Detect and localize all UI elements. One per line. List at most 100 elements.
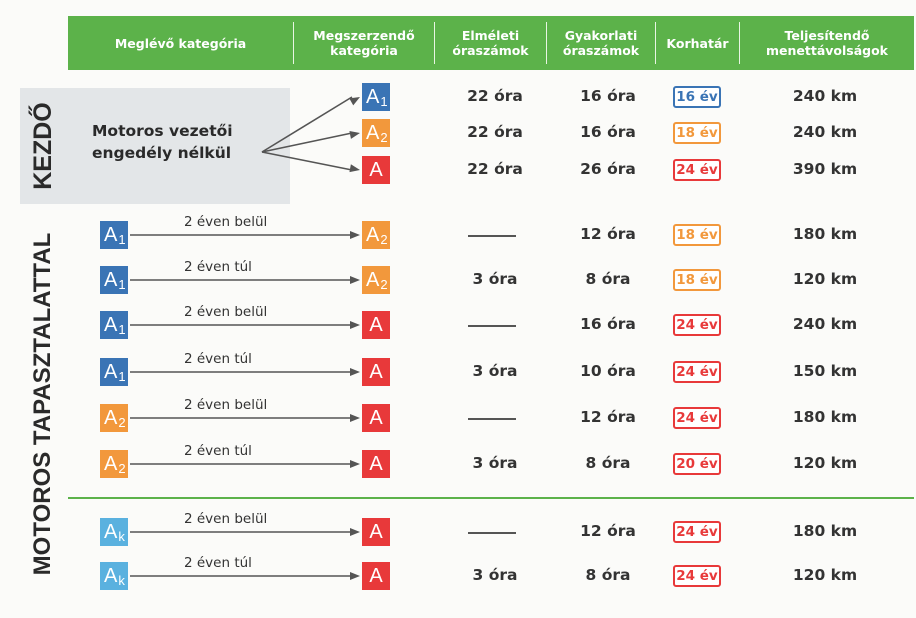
- experience-arrow-head: [350, 572, 360, 580]
- practice-hours: 12 óra: [580, 225, 636, 243]
- badge-letter: A: [104, 269, 118, 291]
- no-theory-dash: [468, 532, 516, 534]
- existing-category-badge: A1: [100, 221, 128, 249]
- theory-hours: 22 óra: [467, 87, 523, 105]
- badge-letter: A: [369, 565, 383, 587]
- target-category-badge: A1: [362, 83, 390, 111]
- period-label: 2 éven belül: [184, 511, 268, 527]
- age-limit-badge: 18 év: [673, 122, 721, 144]
- badge-letter: A: [104, 521, 118, 543]
- badge-subscript: 1: [380, 94, 388, 109]
- no-theory-dash: [468, 235, 516, 237]
- age-limit-badge: 24 év: [673, 159, 721, 181]
- age-limit-badge: 24 év: [673, 314, 721, 336]
- theory-hours: 3 óra: [472, 454, 518, 472]
- experience-arrow-head: [350, 528, 360, 536]
- target-category-badge: A2: [362, 119, 390, 147]
- theory-hours: 3 óra: [472, 270, 518, 288]
- badge-letter: A: [369, 521, 383, 543]
- existing-category-badge: Ak: [100, 562, 128, 590]
- experience-arrow-head: [350, 414, 360, 422]
- distance: 180 km: [792, 408, 858, 426]
- badge-letter: A: [104, 224, 118, 246]
- target-category-badge: A: [362, 518, 390, 546]
- period-label: 2 éven belül: [184, 304, 268, 320]
- beginner-arrow-head: [349, 97, 360, 106]
- practice-hours: 26 óra: [580, 160, 636, 178]
- experience-arrow-head: [350, 231, 360, 239]
- period-label: 2 éven belül: [184, 397, 268, 413]
- table-header: Meglévő kategória Megszerzendő kategória…: [68, 16, 914, 70]
- header-divider: [293, 22, 294, 64]
- theory-hours: 3 óra: [472, 362, 518, 380]
- badge-subscript: 1: [118, 322, 126, 337]
- header-theory-hours: Elméleti óraszámok: [452, 28, 529, 58]
- badge-letter: A: [104, 314, 118, 336]
- badge-subscript: 2: [380, 277, 388, 292]
- target-category-badge: A: [362, 562, 390, 590]
- badge-subscript: k: [118, 529, 125, 544]
- beginner-section-box: [20, 88, 290, 204]
- age-limit-badge: 24 év: [673, 361, 721, 383]
- existing-category-badge: Ak: [100, 518, 128, 546]
- badge-letter: A: [369, 453, 383, 475]
- distance: 180 km: [792, 522, 858, 540]
- distance: 120 km: [792, 566, 858, 584]
- badge-letter: A: [366, 224, 380, 246]
- badge-letter: A: [104, 565, 118, 587]
- target-category-badge: A: [362, 358, 390, 386]
- distance: 390 km: [792, 160, 858, 178]
- practice-hours: 12 óra: [580, 408, 636, 426]
- beginner-arrow-head: [349, 164, 360, 173]
- distance: 240 km: [792, 315, 858, 333]
- practice-hours: 16 óra: [580, 123, 636, 141]
- badge-subscript: 2: [118, 415, 126, 430]
- age-limit-badge: 24 év: [673, 565, 721, 587]
- target-category-badge: A: [362, 404, 390, 432]
- badge-letter: A: [104, 361, 118, 383]
- age-limit-badge: 18 év: [673, 269, 721, 291]
- practice-hours: 12 óra: [580, 522, 636, 540]
- period-label: 2 éven túl: [184, 351, 252, 367]
- no-theory-dash: [468, 325, 516, 327]
- existing-category-badge: A2: [100, 404, 128, 432]
- target-category-badge: A: [362, 450, 390, 478]
- target-category-badge: A2: [362, 266, 390, 294]
- distance: 180 km: [792, 225, 858, 243]
- badge-subscript: 2: [380, 130, 388, 145]
- distance: 150 km: [792, 362, 858, 380]
- badge-subscript: 2: [118, 461, 126, 476]
- experience-arrow-head: [350, 460, 360, 468]
- badge-letter: A: [369, 314, 383, 336]
- badge-subscript: 1: [118, 232, 126, 247]
- age-limit-badge: 18 év: [673, 224, 721, 246]
- target-category-badge: A2: [362, 221, 390, 249]
- practice-hours: 16 óra: [580, 87, 636, 105]
- header-practice-hours: Gyakorlati óraszámok: [562, 28, 640, 58]
- theory-hours: 3 óra: [472, 566, 518, 584]
- badge-letter: A: [104, 453, 118, 475]
- badge-letter: A: [369, 159, 383, 181]
- badge-letter: A: [366, 122, 380, 144]
- badge-letter: A: [369, 407, 383, 429]
- distance: 240 km: [792, 123, 858, 141]
- distance: 120 km: [792, 454, 858, 472]
- badge-subscript: 1: [118, 369, 126, 384]
- theory-hours: 22 óra: [467, 160, 523, 178]
- badge-subscript: 2: [380, 232, 388, 247]
- period-label: 2 éven túl: [184, 555, 252, 571]
- existing-category-badge: A1: [100, 266, 128, 294]
- period-label: 2 éven túl: [184, 259, 252, 275]
- age-limit-badge: 24 év: [673, 407, 721, 429]
- beginner-arrow-head: [349, 130, 360, 139]
- badge-letter: A: [366, 86, 380, 108]
- existing-category-badge: A1: [100, 358, 128, 386]
- beginner-arrow: [261, 151, 353, 171]
- experience-arrow-head: [350, 276, 360, 284]
- badge-letter: A: [366, 269, 380, 291]
- header-distance: Teljesítendő menettávolságok: [765, 28, 888, 58]
- theory-hours: 22 óra: [467, 123, 523, 141]
- period-label: 2 éven túl: [184, 443, 252, 459]
- practice-hours: 8 óra: [585, 454, 631, 472]
